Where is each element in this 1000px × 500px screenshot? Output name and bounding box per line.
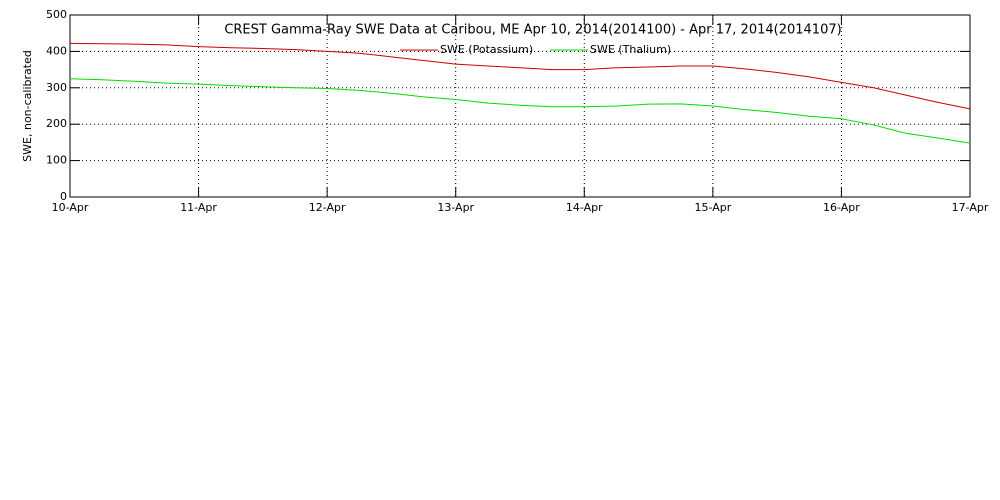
x-tick-label: 10-Apr [52, 201, 89, 214]
plot-frame [69, 14, 971, 198]
x-tick-label: 13-Apr [437, 201, 474, 214]
x-tick-label: 14-Apr [566, 201, 603, 214]
series-line [69, 42, 971, 110]
legend-label: SWE (Potassium) [440, 43, 533, 56]
legend-label: SWE (Thalium) [590, 43, 671, 56]
series-line [69, 78, 971, 144]
y-tick-label: 500 [46, 8, 67, 21]
x-tick-label: 16-Apr [823, 201, 860, 214]
y-axis-label: SWE, non-calibrated [21, 50, 34, 162]
y-tick-label: 100 [46, 154, 67, 167]
x-tick-label: 11-Apr [180, 201, 217, 214]
x-tick-label: 12-Apr [309, 201, 346, 214]
chart-title: CREST Gamma-Ray SWE Data at Caribou, ME … [224, 23, 841, 38]
x-tick-label: 15-Apr [694, 201, 731, 214]
y-tick-label: 300 [46, 81, 67, 94]
y-tick-label: 400 [46, 44, 67, 57]
y-tick-label: 200 [46, 117, 67, 130]
y-tick-label: 0 [60, 190, 67, 203]
x-tick-label: 17-Apr [952, 201, 989, 214]
